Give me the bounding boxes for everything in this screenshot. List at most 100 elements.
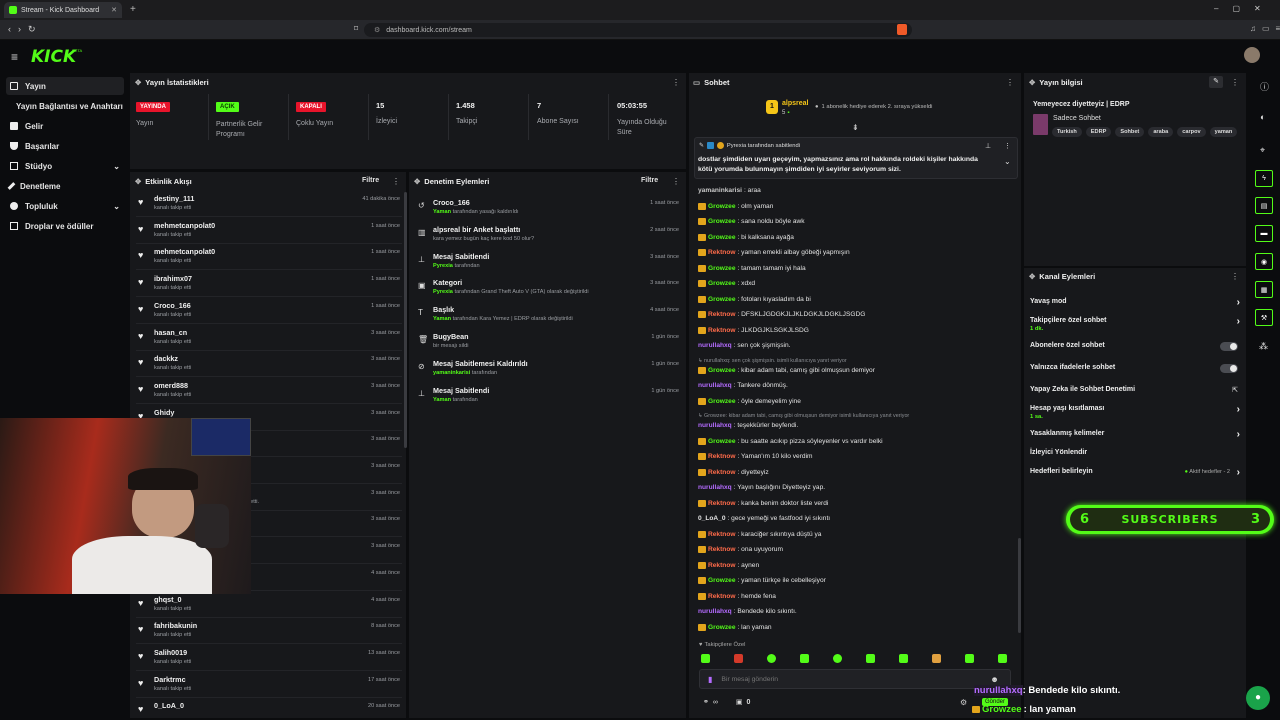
channel-action-item[interactable]: Hedefleri belirleyin ● Aktif hedefler - 2… xyxy=(1030,467,1242,484)
chat-username[interactable]: Growzee xyxy=(708,397,736,405)
pin-icon[interactable]: ⊥ xyxy=(985,143,992,150)
event-user[interactable]: mehmetcanpolat0 xyxy=(154,220,216,230)
bookmark-icon[interactable]: ⌑ xyxy=(354,24,359,33)
more-icon[interactable]: ⋮ xyxy=(1004,143,1011,150)
chat-username[interactable]: Rektnow xyxy=(708,311,736,318)
chat-message[interactable]: Growzee: fotoları kıyasladım da bi xyxy=(698,295,811,303)
channel-action-item[interactable]: Hesap yaşı kısıtlaması 1 sa. › xyxy=(1030,404,1242,421)
chat-message[interactable]: Growzee: yaman türkçe ile cebelleşiyor xyxy=(698,577,826,584)
chat-message[interactable]: Rektnow: diyetteyiz xyxy=(698,468,769,476)
chat-username[interactable]: Rektnow xyxy=(708,592,736,600)
moderation-item[interactable]: ⊥ Mesaj Sabitlendi Pyrexia tarafından 3 saa… xyxy=(418,252,681,276)
event-user[interactable]: Darktrmc xyxy=(154,674,186,684)
sidebar-item-stream-key[interactable]: Yayın Bağlantısı ve Anahtarı xyxy=(12,97,130,115)
infinity-icon[interactable]: ∞ xyxy=(712,698,718,706)
chat-message[interactable]: Growzee: olm yaman xyxy=(698,202,773,210)
tag[interactable]: araba xyxy=(1148,127,1174,137)
channel-action-item[interactable]: Yavaş mod › xyxy=(1030,297,1242,314)
chat-message[interactable]: nurullahxq: Tankere dönmüş. xyxy=(698,382,788,389)
channel-action-item[interactable]: Yasaklanmış kelimeler › xyxy=(1030,429,1242,446)
moderation-item[interactable]: 🗑 BugyBean bir mesajı sildi 1 gün önce xyxy=(418,332,681,356)
chat-username[interactable]: nurullahxq xyxy=(698,422,732,429)
chat-message[interactable]: Growzee: xdxd xyxy=(698,280,755,287)
sidebar-item-topluluk[interactable]: Topluluk ⌄ xyxy=(6,197,124,215)
chat-username[interactable]: nurullahxq xyxy=(698,382,732,389)
chat-username[interactable]: Rektnow xyxy=(708,546,736,553)
activity-item[interactable]: ♥ ghqst_0 kanalı takip etti 4 saat önce xyxy=(136,595,402,619)
browser-tab[interactable]: Stream - Kick Dashboard ✕ xyxy=(4,2,122,18)
emote-icon[interactable] xyxy=(833,654,842,663)
wrench-icon[interactable]: ⚒ xyxy=(1255,309,1273,326)
activity-item[interactable]: ♥ Salih0019 kanalı takip etti 13 saat önce xyxy=(136,648,402,672)
chat-message[interactable]: 0_LoA_0: gece yemeği ve fastfood iyi sık… xyxy=(698,515,830,522)
activity-item[interactable]: ♥ Ghidy 3 saat önce xyxy=(136,408,402,432)
chat-username[interactable]: Growzee xyxy=(708,577,736,584)
drag-icon[interactable]: ✥ xyxy=(135,177,142,186)
drag-icon[interactable]: ✥ xyxy=(1029,272,1036,281)
save-icon[interactable]: ▦ xyxy=(1255,281,1273,298)
chat-username[interactable]: Growzee xyxy=(708,623,736,631)
mod-user[interactable]: yamaninkarisi xyxy=(433,369,471,376)
event-user[interactable]: mehmetcanpolat0 xyxy=(154,247,216,257)
channel-action-item[interactable]: İzleyici Yönlendir xyxy=(1030,449,1242,465)
more-icon[interactable]: ⋮ xyxy=(1231,78,1239,87)
sidebar-item-basarilar[interactable]: Başarılar xyxy=(6,137,124,155)
mod-user[interactable]: Yaman xyxy=(433,209,452,215)
chevron-right-icon[interactable]: › xyxy=(1236,297,1240,308)
info-icon[interactable]: ⓘ xyxy=(1260,82,1270,92)
event-user[interactable]: ghqst_0 xyxy=(154,594,182,604)
chat-message[interactable]: Growzee: bu saatte acıkıp pizza söyleyen… xyxy=(698,437,883,445)
moderation-filter-button[interactable]: Filtre xyxy=(641,177,659,184)
chat-username[interactable]: Growzee xyxy=(708,280,736,287)
event-user[interactable]: destiny_111 xyxy=(154,194,195,203)
list-icon[interactable]: ▤ xyxy=(1255,197,1273,214)
channel-action-item[interactable]: Yalnızca ifadelerle sohbet xyxy=(1030,364,1242,380)
chat-username[interactable]: nurullahxq xyxy=(698,342,732,349)
chat-username[interactable]: Growzee xyxy=(708,233,736,241)
moderation-item[interactable]: ⊥ Mesaj Sabitlendi Yaman tarafından 1 gün ö… xyxy=(418,386,681,410)
chevron-right-icon[interactable]: › xyxy=(1236,429,1240,440)
chat-message[interactable]: Rektnow: ona uyuyorum xyxy=(698,546,783,553)
drag-icon[interactable]: ✥ xyxy=(135,78,142,87)
activity-item[interactable]: ♥ Darktrmc kanalı takip etti 17 saat önce xyxy=(136,675,402,699)
moderation-item[interactable]: ▣ Kategori Pyrexia tarafından Grand Theft … xyxy=(418,278,681,302)
mod-user[interactable]: Yaman xyxy=(433,316,452,323)
chat-username[interactable]: Rektnow xyxy=(708,530,736,538)
toggle-switch[interactable] xyxy=(1220,364,1238,373)
event-user[interactable]: Ghidy xyxy=(154,407,175,417)
chat-username[interactable]: Growzee xyxy=(708,366,736,374)
mod-user[interactable]: Pyrexia xyxy=(433,289,453,296)
window-controls[interactable]: –▢✕ xyxy=(1214,4,1275,13)
chat-message[interactable]: Rektnow: hemde fena xyxy=(698,592,776,600)
gift-icon[interactable]: ⚭ xyxy=(703,699,709,706)
flash-icon[interactable]: ϟ xyxy=(1255,170,1273,187)
sidebar-item-yayin[interactable]: Yayın xyxy=(6,77,124,95)
event-user[interactable]: hasan_cn xyxy=(154,327,188,337)
nav-buttons[interactable]: ‹›↻ xyxy=(8,24,43,34)
brave-shield-icon[interactable] xyxy=(897,24,907,35)
channel-action-item[interactable]: Takipçilere özel sohbet 1 dk. › xyxy=(1030,316,1242,333)
chevron-down-icon[interactable]: ⇟ xyxy=(852,123,859,132)
mod-user[interactable]: Yaman xyxy=(433,396,452,403)
chat-message[interactable]: nurullahxq: sen çok şişmişsin. xyxy=(698,342,791,349)
chat-username[interactable]: Rektnow xyxy=(708,326,736,334)
site-info-icon[interactable]: ⚙ xyxy=(374,27,381,34)
chest-icon[interactable]: ▣ xyxy=(735,699,743,706)
chat-message[interactable]: Rektnow: DFSKLJGDGKJLJKLDGKJLDGKLJSGDG xyxy=(698,311,865,318)
new-tab-icon[interactable]: + xyxy=(130,4,136,15)
chat-username[interactable]: Rektnow xyxy=(708,468,736,476)
top-gifter-name[interactable]: alpsreal xyxy=(782,100,809,107)
chat-message[interactable]: Growzee: bi kalksana ayağa xyxy=(698,233,794,241)
activity-item[interactable]: ♥ mehmetcanpolat0 kanalı takip etti 1 saat … xyxy=(136,247,402,271)
emote-icon[interactable] xyxy=(800,654,809,663)
sidebar-item-gelir[interactable]: Gelir xyxy=(6,117,124,135)
chat-bubble-icon[interactable]: ● xyxy=(1246,686,1270,710)
moderation-item[interactable]: ⊘ Mesaj Sabitlemesi Kaldırıldı yamaninkari… xyxy=(418,359,681,383)
more-icon[interactable]: ⋮ xyxy=(1231,272,1239,281)
tag[interactable]: EDRP xyxy=(1085,127,1112,137)
chat-username[interactable]: Growzee xyxy=(708,264,736,272)
activity-filter-button[interactable]: Filtre xyxy=(362,177,380,184)
event-user[interactable]: 0_LoA_0 xyxy=(154,701,184,711)
broadcast-icon[interactable]: ◉ xyxy=(1255,253,1273,270)
tag[interactable]: Sohbet xyxy=(1115,127,1145,137)
